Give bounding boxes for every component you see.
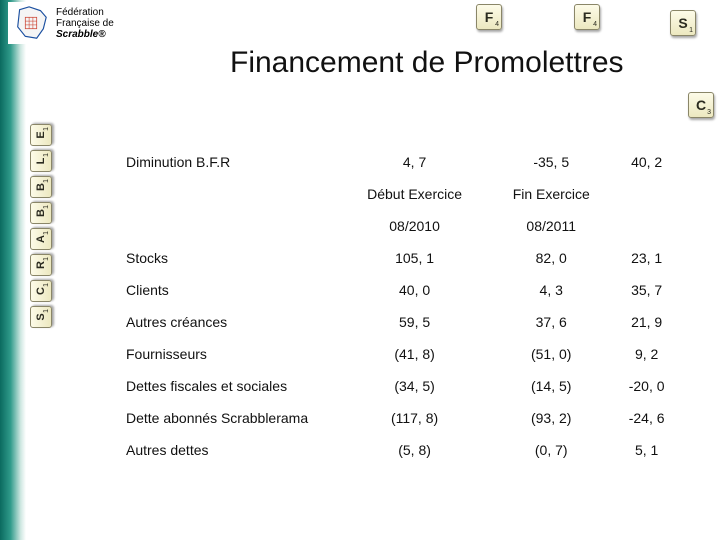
row-value: 35, 7 — [613, 274, 680, 306]
france-map-icon — [12, 4, 50, 42]
ffs-logo: Fédération Française de Scrabble® — [8, 2, 158, 44]
scrabble-tile-C: C3 — [688, 92, 714, 118]
row-value: 4, 3 — [489, 274, 613, 306]
strip-tile-R: R1 — [30, 254, 52, 276]
row-value: 59, 5 — [340, 306, 489, 338]
row-value: 08/2011 — [489, 210, 613, 242]
row-value: (93, 2) — [489, 402, 613, 434]
row-value: 105, 1 — [340, 242, 489, 274]
row-value: 23, 1 — [613, 242, 680, 274]
row-label — [120, 210, 340, 242]
scrabble-tile-S: S1 — [670, 10, 696, 36]
scrabble-tile-F: F4 — [574, 4, 600, 30]
row-label: Dette abonnés Scrabblerama — [120, 402, 340, 434]
row-value: -20, 0 — [613, 370, 680, 402]
logo-line2: Française de — [56, 18, 114, 29]
row-value: (14, 5) — [489, 370, 613, 402]
scrabble-tile-F: F4 — [476, 4, 502, 30]
row-value: (51, 0) — [489, 338, 613, 370]
row-value: 40, 0 — [340, 274, 489, 306]
row-label: Fournisseurs — [120, 338, 340, 370]
row-value: -24, 6 — [613, 402, 680, 434]
strip-tile-S: S1 — [30, 306, 52, 328]
row-value: 37, 6 — [489, 306, 613, 338]
row-label — [120, 178, 340, 210]
row-label: Autres dettes — [120, 434, 340, 466]
logo-line1: Fédération — [56, 7, 114, 18]
row-value: 08/2010 — [340, 210, 489, 242]
logo-line3: Scrabble® — [56, 29, 106, 40]
left-gradient-bar — [0, 0, 26, 540]
finance-table: Diminution B.F.R4, 7-35, 540, 2 Début Exe… — [120, 146, 680, 466]
row-value: (34, 5) — [340, 370, 489, 402]
scrabble-strip: E1 L1 B1 B1 A1 R1 C1 S1 — [30, 124, 58, 332]
row-value — [613, 178, 680, 210]
row-value: -35, 5 — [489, 146, 613, 178]
strip-tile-A: A1 — [30, 228, 52, 250]
row-label: Diminution B.F.R — [120, 146, 340, 178]
row-label: Clients — [120, 274, 340, 306]
page-title: Financement de Promolettres — [230, 46, 624, 80]
row-value: 21, 9 — [613, 306, 680, 338]
row-label: Stocks — [120, 242, 340, 274]
strip-tile-L: L1 — [30, 150, 52, 172]
strip-tile-B: B1 — [30, 176, 52, 198]
row-value: (5, 8) — [340, 434, 489, 466]
row-value: (41, 8) — [340, 338, 489, 370]
row-value: 40, 2 — [613, 146, 680, 178]
logo-text: Fédération Française de Scrabble® — [56, 7, 114, 40]
strip-tile-E: E1 — [30, 124, 52, 146]
row-value: (117, 8) — [340, 402, 489, 434]
row-value: 4, 7 — [340, 146, 489, 178]
row-value: Fin Exercice — [489, 178, 613, 210]
row-value: 82, 0 — [489, 242, 613, 274]
row-value: (0, 7) — [489, 434, 613, 466]
strip-tile-C: C1 — [30, 280, 52, 302]
row-value: 9, 2 — [613, 338, 680, 370]
row-value — [613, 210, 680, 242]
row-label: Autres créances — [120, 306, 340, 338]
row-label: Dettes fiscales et sociales — [120, 370, 340, 402]
strip-tile-B: B1 — [30, 202, 52, 224]
row-value: 5, 1 — [613, 434, 680, 466]
row-value: Début Exercice — [340, 178, 489, 210]
